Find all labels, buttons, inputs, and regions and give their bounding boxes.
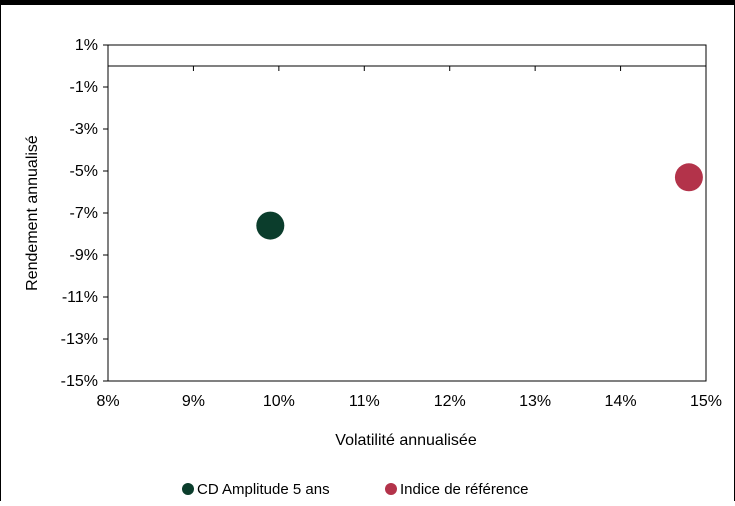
y-tick-label: -13% xyxy=(61,331,98,348)
y-tick-label: -1% xyxy=(70,79,98,96)
x-tick-label: 15% xyxy=(690,393,722,410)
x-tick-label: 9% xyxy=(182,393,205,410)
y-tick-label: -3% xyxy=(70,121,98,138)
y-axis-title: Rendement annualisé xyxy=(24,135,41,291)
legend-item: CD Amplitude 5 ans xyxy=(182,481,330,498)
y-tick-label: 1% xyxy=(75,37,98,54)
legend-item: Indice de référence xyxy=(385,481,528,498)
y-tick-label: -9% xyxy=(70,247,98,264)
x-tick-label: 8% xyxy=(96,393,119,410)
legend-label: CD Amplitude 5 ans xyxy=(197,481,330,498)
legend-marker xyxy=(182,483,194,495)
ticks-layer: 8% 9% 10% 11% 12% 13% 14% 15% 1% -1% -3% -5% -7% -9% -… xyxy=(61,37,722,410)
top-border-bar xyxy=(1,0,735,5)
x-tick-label: 14% xyxy=(605,393,637,410)
y-tick-label: -5% xyxy=(70,163,98,180)
data-point-cd-amplitude xyxy=(256,211,285,240)
legend-marker xyxy=(385,483,397,495)
x-tick-label: 13% xyxy=(519,393,551,410)
plot-area-border xyxy=(107,44,707,382)
y-tick-label: -11% xyxy=(62,289,98,306)
points-layer xyxy=(256,163,703,240)
x-tick-label: 11% xyxy=(349,393,380,410)
y-tick-label: -7% xyxy=(70,205,98,222)
legend: CD Amplitude 5 ans Indice de référence xyxy=(182,481,528,498)
x-axis-title: Volatilité annualisée xyxy=(335,432,477,449)
legend-label: Indice de référence xyxy=(400,481,528,498)
x-tick-label: 12% xyxy=(434,393,466,410)
x-tick-label: 10% xyxy=(263,393,295,410)
data-point-indice-reference xyxy=(674,163,703,192)
y-tick-label: -15% xyxy=(61,373,98,390)
axes-layer xyxy=(107,44,707,382)
